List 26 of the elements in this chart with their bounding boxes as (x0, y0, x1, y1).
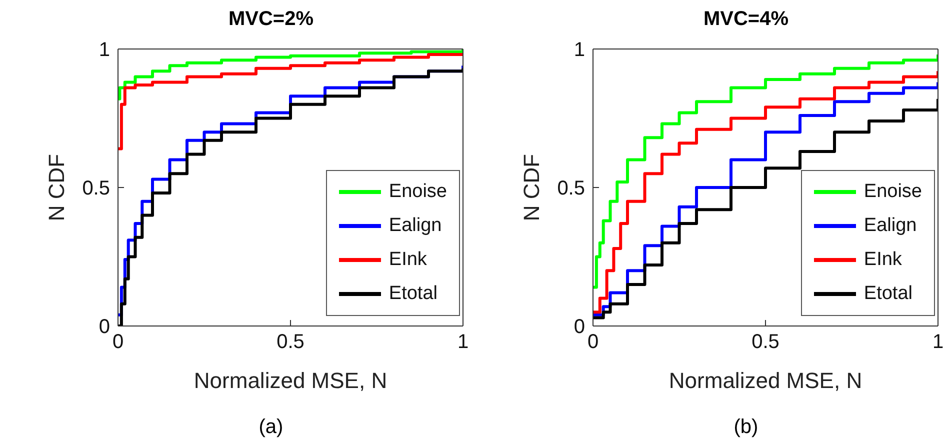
legend-label: EInk (864, 249, 903, 271)
x-tick-label: 1 (457, 331, 469, 354)
legend-label: Enoise (388, 181, 448, 203)
text: (b) (732, 416, 760, 439)
y-tick-label: 0.5 (557, 178, 585, 200)
x-tick-label: 0.5 (276, 331, 304, 354)
x-axis-title: Normalized MSE, N (668, 368, 862, 393)
x-tick-label: 0.5 (752, 331, 780, 354)
text: (a) (258, 416, 284, 439)
y-tick-label: 1 (574, 39, 585, 62)
legend-label: Etotal (864, 283, 914, 305)
legend-label: Ealign (864, 215, 918, 237)
legend-label: Enoise (864, 181, 923, 203)
y-axis-title: N CDF (518, 154, 544, 222)
chart-title: MVC=4% (702, 8, 790, 32)
x-tick-label: 1 (932, 331, 944, 354)
y-tick-label: 1 (98, 39, 110, 62)
y-tick-label: 0 (98, 316, 110, 338)
y-tick-label: 0 (574, 316, 585, 338)
legend-label: Ealign (388, 215, 443, 237)
legend-label: Etotal (388, 283, 438, 305)
legend-label: EInk (388, 249, 428, 271)
y-axis-title: N CDF (44, 154, 69, 222)
y-tick-label: 0.5 (82, 178, 110, 200)
chart-title: MVC=2% (227, 8, 315, 32)
x-axis-title: Normalized MSE, N (194, 368, 388, 393)
